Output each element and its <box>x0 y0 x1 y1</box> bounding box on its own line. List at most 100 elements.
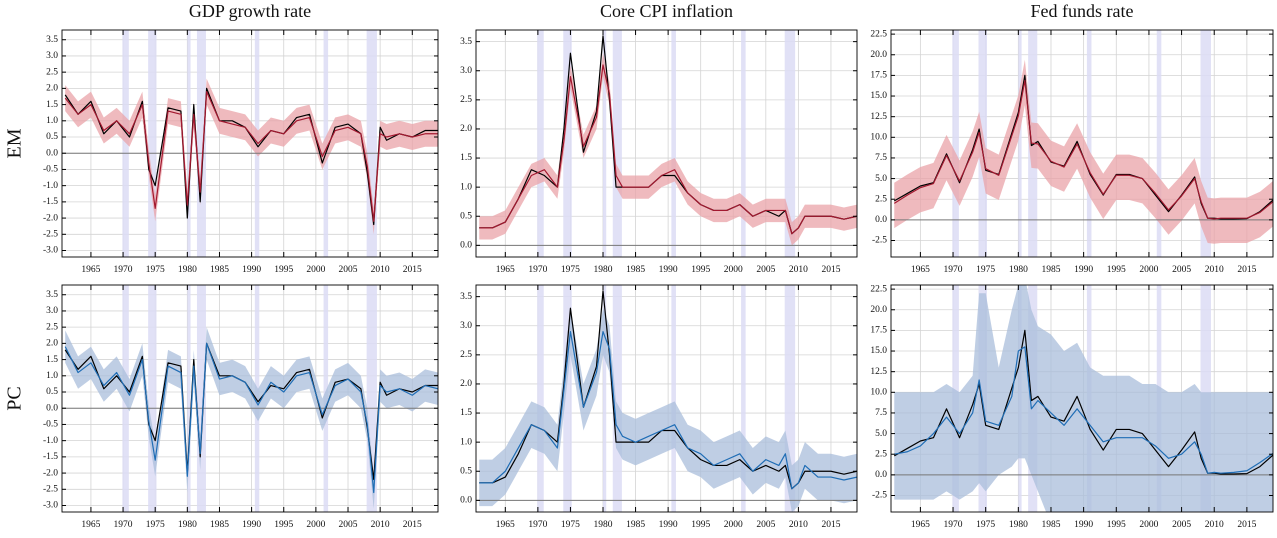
x-tick-label: 1965 <box>81 520 100 530</box>
x-tick-label: 1980 <box>594 520 613 530</box>
y-tick-label: 2.5 <box>46 67 58 77</box>
y-tick-label: 10.0 <box>870 132 887 142</box>
plot-frame <box>890 284 1274 513</box>
series-line <box>64 342 438 494</box>
x-tick-label: 1980 <box>178 520 197 530</box>
x-tick-label: 2005 <box>339 265 358 275</box>
plot-area <box>62 285 438 512</box>
recession-shade <box>563 285 572 512</box>
y-tick-label: 7.5 <box>875 408 887 418</box>
x-tick-label: 1990 <box>659 265 678 275</box>
recession-shade <box>537 285 544 512</box>
y-tick-label: -1.0 <box>43 436 58 446</box>
plot-frame <box>61 29 439 258</box>
series-line <box>479 64 857 235</box>
x-tick-label: 1990 <box>1074 265 1093 275</box>
recession-shade <box>784 30 796 257</box>
y-tick-label: -2.5 <box>43 484 58 494</box>
x-tick-label: 1980 <box>1009 520 1028 530</box>
x-tick-label: 2015 <box>821 520 840 530</box>
y-tick-label: -1.5 <box>43 452 58 462</box>
y-tick-label: 2.0 <box>46 339 58 349</box>
recession-shade <box>671 285 676 512</box>
plot-frame <box>475 284 858 513</box>
x-tick-label: 1970 <box>944 520 963 530</box>
y-tick-label: 2.5 <box>875 194 887 204</box>
confidence-band <box>894 59 1273 244</box>
y-tick-label: 1.5 <box>46 355 58 365</box>
recession-shade <box>196 285 206 512</box>
y-tick-label: 0.0 <box>460 241 472 251</box>
series-line <box>893 79 1273 220</box>
plot-frame <box>61 284 439 513</box>
y-tick-label: 10.0 <box>870 387 887 397</box>
y-tick-label: 1.5 <box>460 153 472 163</box>
x-tick-label: 1975 <box>146 265 165 275</box>
x-tick-label: 1975 <box>561 520 580 530</box>
y-tick-label: 1.0 <box>460 182 472 192</box>
panel-title: Core CPI inflation <box>600 1 733 21</box>
x-tick-label: 1995 <box>1107 520 1126 530</box>
panel-title: GDP growth rate <box>189 1 311 21</box>
x-tick-label: 2000 <box>306 520 325 530</box>
y-tick-label: -3.0 <box>43 246 58 256</box>
x-tick-label: 2010 <box>371 265 390 275</box>
x-tick-label: 1990 <box>1074 520 1093 530</box>
x-tick-label: 1985 <box>1041 520 1060 530</box>
series-line <box>479 330 857 490</box>
recession-shade <box>612 285 622 512</box>
x-tick-label: 1990 <box>242 265 261 275</box>
x-tick-label: 1975 <box>976 265 995 275</box>
x-tick-label: 2000 <box>724 520 743 530</box>
y-tick-label: -2.5 <box>872 491 887 501</box>
x-tick-label: 1995 <box>691 520 710 530</box>
plot-area <box>476 285 857 512</box>
recession-shade <box>671 30 676 257</box>
x-tick-label: 2005 <box>339 520 358 530</box>
y-tick-label: 3.5 <box>460 37 472 47</box>
x-tick-label: 2010 <box>371 520 390 530</box>
y-tick-label: 22.5 <box>870 29 887 39</box>
y-tick-label: 5.0 <box>875 174 887 184</box>
x-tick-label: 1980 <box>1009 265 1028 275</box>
recession-shade <box>741 285 746 512</box>
y-tick-label: 0.5 <box>460 466 472 476</box>
panel: Core CPI inflation 0.0 0.5 1.0 1.5 2.0 2.5 3.0 3… <box>460 1 858 275</box>
y-tick-label: 3.5 <box>460 292 472 302</box>
y-tick-label: 2.0 <box>460 124 472 134</box>
panel: Fed funds rate -2.5 0.0 2.5 5.0 7.5 10.0 12.5 15… <box>870 1 1274 275</box>
recession-shade <box>741 30 746 257</box>
panel: GDP growth rate EM -3.0 -2.5 -2.0 -1.5 -1.0 -0.… <box>4 1 439 275</box>
y-tick-label: 17.5 <box>870 71 887 81</box>
x-tick-label: 1985 <box>626 265 645 275</box>
x-tick-label: 1980 <box>594 265 613 275</box>
y-tick-label: -2.0 <box>43 468 58 478</box>
y-tick-label: 15.0 <box>870 91 887 101</box>
recession-shade <box>537 30 544 257</box>
y-tick-label: -0.5 <box>43 420 58 430</box>
y-tick-label: 1.5 <box>46 100 58 110</box>
x-tick-label: 1970 <box>528 265 547 275</box>
recession-shade <box>1200 30 1211 257</box>
recession-shade <box>603 30 607 257</box>
x-tick-label: 1995 <box>274 265 293 275</box>
recession-shade <box>603 285 607 512</box>
y-tick-label: 2.0 <box>460 379 472 389</box>
y-tick-label: 12.5 <box>870 112 887 122</box>
confidence-band <box>479 308 857 512</box>
y-tick-label: 7.5 <box>875 153 887 163</box>
y-tick-label: -0.5 <box>43 165 58 175</box>
x-tick-label: 2015 <box>403 265 422 275</box>
x-tick-label: 1970 <box>944 265 963 275</box>
recession-shade <box>196 30 206 257</box>
y-tick-label: 0.5 <box>460 211 472 221</box>
y-tick-label: 2.5 <box>46 322 58 332</box>
recession-shade <box>366 30 377 257</box>
y-tick-label: 1.0 <box>46 371 58 381</box>
plot-frame <box>475 29 858 258</box>
panel: PC -3.0 -2.5 -2.0 -1.5 -1.0 -0.5 0.0 0.5 1.0 1.5 2.… <box>4 284 439 530</box>
recession-shade <box>148 285 157 512</box>
y-tick-label: -1.5 <box>43 197 58 207</box>
y-tick-label: -2.5 <box>872 236 887 246</box>
